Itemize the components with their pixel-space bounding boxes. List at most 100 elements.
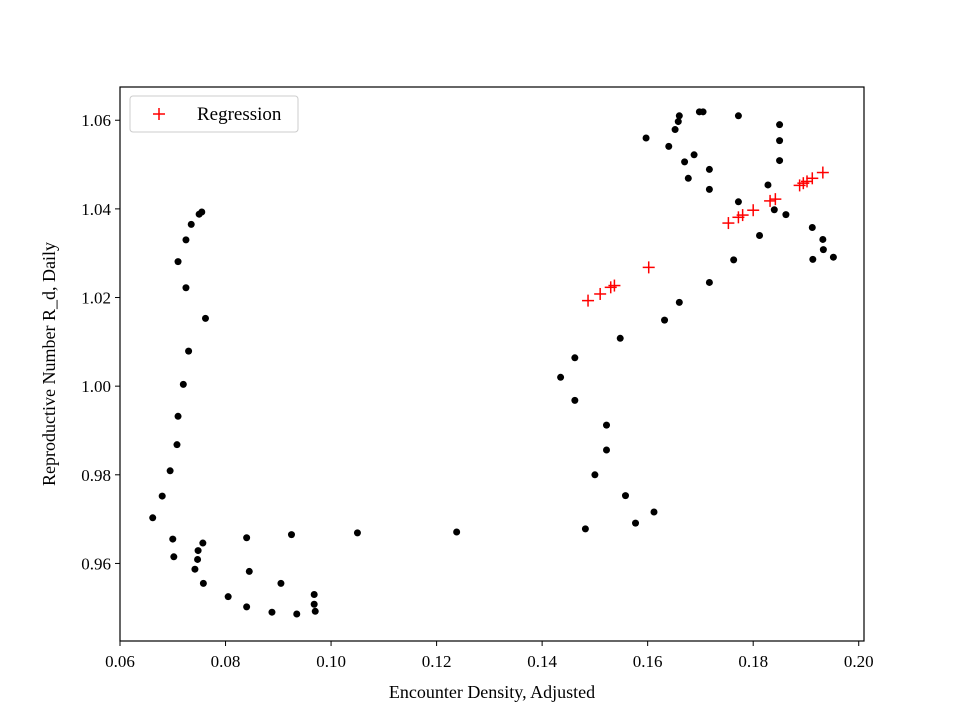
data-point	[149, 514, 157, 522]
data-point	[819, 246, 827, 254]
regression-point	[816, 166, 829, 179]
x-tick-label: 0.12	[422, 652, 452, 671]
x-tick-label: 0.06	[105, 652, 135, 671]
data-point	[705, 185, 713, 193]
data-point	[684, 174, 692, 182]
data-point	[705, 165, 713, 173]
legend-label-regression: Regression	[197, 104, 282, 125]
data-point	[808, 223, 816, 231]
data-point	[287, 531, 295, 539]
data-point	[173, 441, 181, 449]
data-point	[571, 396, 579, 404]
data-point	[581, 525, 589, 533]
data-point	[661, 316, 669, 324]
data-point	[174, 412, 182, 420]
data-point	[194, 547, 202, 555]
data-point	[199, 579, 207, 587]
y-tick-label: 1.04	[81, 200, 111, 219]
legend: Regression	[129, 95, 299, 133]
x-axis-label: Encounter Density, Adjusted	[389, 682, 595, 702]
y-axis-label: Reproductive Number R_d, Daily	[39, 242, 59, 486]
data-point	[756, 231, 764, 239]
data-point	[770, 206, 778, 214]
data-point	[191, 565, 199, 573]
regression-point	[806, 172, 819, 185]
plot-area	[149, 108, 837, 618]
data-point	[776, 157, 784, 165]
data-point	[621, 492, 629, 500]
data-point	[642, 134, 650, 142]
data-point	[187, 220, 195, 228]
x-tick-label: 0.16	[633, 652, 663, 671]
data-point	[671, 126, 679, 134]
regression-series	[582, 166, 829, 307]
data-point	[195, 210, 203, 218]
data-point	[603, 421, 611, 429]
data-point	[603, 446, 611, 454]
data-point	[199, 539, 207, 547]
x-tick-label: 0.20	[844, 652, 874, 671]
x-tick-label: 0.08	[211, 652, 241, 671]
data-point	[557, 373, 565, 381]
y-tick-label: 0.98	[81, 466, 111, 485]
data-point	[224, 593, 232, 601]
data-point	[174, 258, 182, 266]
y-tick-label: 1.00	[81, 377, 111, 396]
regression-point	[608, 279, 621, 292]
regression-point	[736, 209, 749, 222]
regression-point	[747, 204, 760, 217]
data-point	[705, 278, 713, 286]
plot-frame	[119, 86, 865, 642]
data-point	[730, 256, 738, 264]
data-point	[734, 112, 742, 120]
regression-point	[722, 217, 735, 230]
data-point	[194, 555, 202, 563]
data-point	[243, 603, 251, 611]
x-tick-label: 0.14	[527, 652, 557, 671]
data-point	[809, 255, 817, 263]
regression-point	[801, 175, 814, 188]
x-tick-label: 0.18	[738, 652, 768, 671]
data-point	[675, 112, 683, 120]
x-axis: 0.06 0.08 0.10 0.12 0.14 0.16 0.18 0.20	[105, 641, 874, 671]
data-point	[591, 471, 599, 479]
data-point	[169, 535, 177, 543]
data-point	[268, 608, 276, 616]
data-point	[311, 607, 319, 615]
data-point	[277, 579, 285, 587]
data-point	[675, 298, 683, 306]
data-point	[674, 118, 682, 126]
y-tick-label: 1.02	[81, 289, 111, 308]
data-point	[353, 529, 361, 537]
data-point	[453, 528, 461, 536]
data-point	[201, 314, 209, 322]
data-point	[690, 151, 698, 159]
regression-point	[582, 294, 595, 307]
data-point	[782, 211, 790, 219]
data-point	[310, 600, 318, 608]
data-point	[665, 142, 673, 150]
data-point	[245, 567, 253, 575]
data-point	[699, 108, 707, 116]
data-point	[179, 380, 187, 388]
regression-point	[642, 261, 655, 274]
data-point	[170, 553, 178, 561]
legend-frame	[129, 95, 299, 133]
data-point	[310, 590, 318, 598]
data-point	[616, 334, 624, 342]
data-point	[571, 354, 579, 362]
regression-point	[594, 287, 607, 300]
data-point	[166, 467, 174, 475]
observed-series	[149, 108, 837, 618]
data-point	[776, 121, 784, 129]
data-point	[819, 235, 827, 243]
x-tick-label: 0.10	[316, 652, 346, 671]
data-point	[243, 534, 251, 542]
data-point	[829, 253, 837, 261]
regression-point	[764, 194, 777, 207]
y-tick-label: 1.06	[81, 111, 111, 130]
y-axis: 0.96 0.98 1.00 1.02 1.04 1.06	[81, 111, 120, 573]
legend-marker-plus-icon	[153, 108, 165, 120]
data-point	[182, 236, 190, 244]
